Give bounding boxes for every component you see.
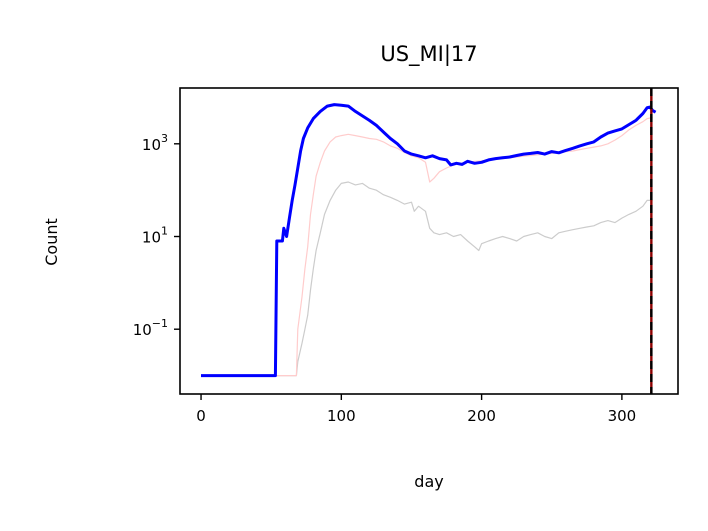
series-line-1 [201, 116, 653, 377]
x-tick-label: 200 [467, 407, 496, 425]
series-line-2 [201, 103, 657, 378]
y-tick-label: 10−1 [133, 317, 168, 339]
y-tick-label: 101 [142, 225, 168, 247]
axis-layer: 0 100 200 300 10−1 101 103 [133, 132, 637, 425]
x-tick-label: 0 [196, 407, 206, 425]
series-layer [201, 103, 657, 378]
y-tick-label: 103 [142, 132, 168, 154]
chart-title: US_MI|17 [380, 42, 477, 67]
x-axis-label: day [414, 472, 443, 491]
x-tick-label: 300 [608, 407, 637, 425]
series-line-0 [201, 181, 653, 377]
y-axis-label: Count [42, 218, 61, 266]
plot-frame [179, 87, 679, 395]
x-tick-label: 100 [327, 407, 356, 425]
